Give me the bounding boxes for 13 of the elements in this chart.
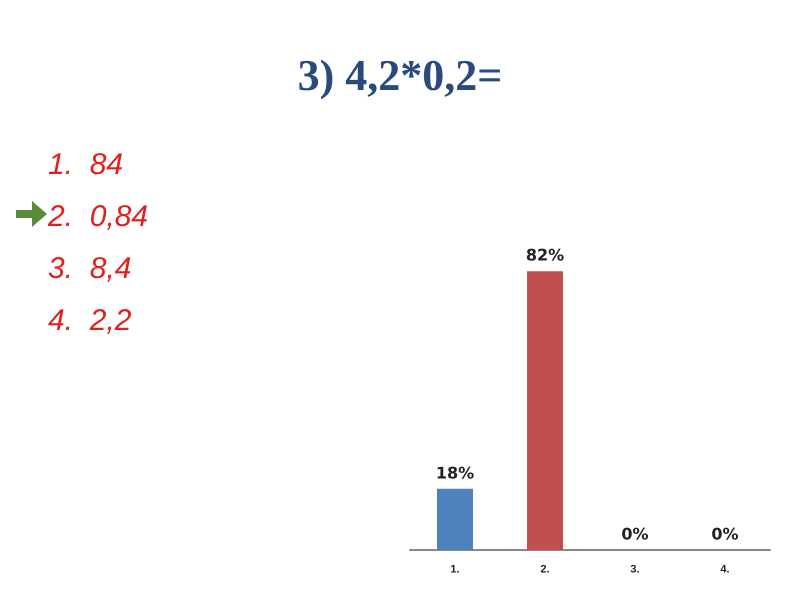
text: 2. 0,84 — [48, 200, 148, 235]
text: 1. 84 — [48, 148, 124, 183]
data-label: 82% — [526, 246, 564, 265]
chart-title: 3) 4,2*0,2= — [296, 50, 504, 101]
x-tick-label: 2. — [540, 564, 550, 576]
data-label: 18% — [436, 463, 474, 482]
x-tick-label: 3. — [630, 564, 640, 576]
text: 4. 2,2 — [48, 304, 132, 339]
x-tick-label: 4. — [720, 564, 730, 576]
text: 3. 8,4 — [48, 252, 132, 287]
x-tick-label: 1. — [450, 564, 460, 576]
data-label: 0% — [621, 524, 649, 544]
data-label: 0% — [711, 524, 739, 544]
